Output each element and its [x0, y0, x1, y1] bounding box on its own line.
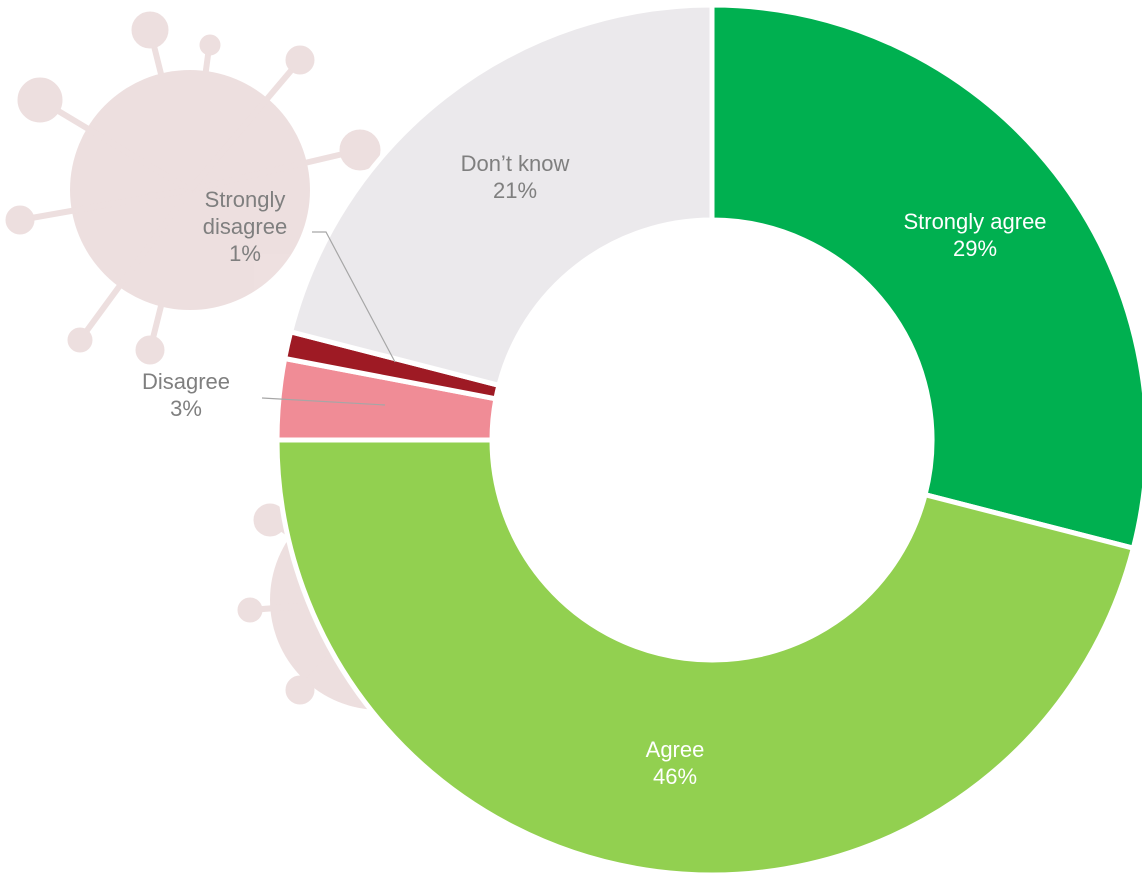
leader-line: [261, 397, 386, 406]
slice-category: Strongly disagree: [202, 187, 288, 239]
slice-value: 3%: [170, 396, 202, 421]
slice-value: 1%: [229, 241, 261, 266]
slice-label: Strongly disagree 1%: [180, 186, 310, 267]
slice-label: Don’t know 21%: [395, 150, 635, 204]
leader-line: [312, 231, 396, 363]
slice-value: 29%: [952, 236, 998, 261]
slice-label: Agree 46%: [555, 736, 795, 790]
leader-lines: [261, 231, 396, 406]
donut-slice: [274, 437, 1137, 875]
donut-slice: [287, 2, 715, 389]
slice-value: 21%: [492, 178, 538, 203]
slice-category: Don’t know: [460, 151, 570, 176]
slice-label: Disagree 3%: [66, 368, 306, 422]
slice-category: Strongly agree: [903, 209, 1047, 234]
slice-value: 46%: [652, 764, 698, 789]
slice-category: Disagree: [141, 369, 231, 394]
slice-category: Agree: [645, 737, 705, 762]
donut-slice: [709, 2, 1142, 552]
slice-label: Strongly agree 29%: [855, 208, 1095, 262]
